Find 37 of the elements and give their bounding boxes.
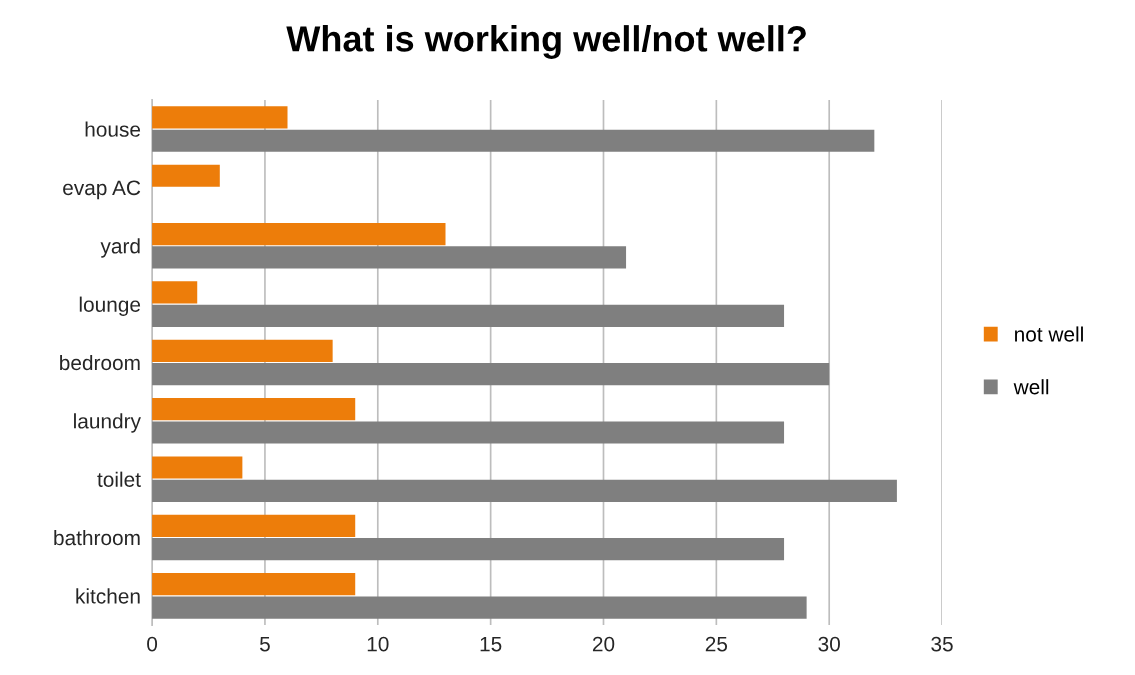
x-tick-label: 30	[818, 636, 840, 652]
bar	[152, 573, 356, 596]
bar	[152, 456, 243, 479]
y-tick-label: laundry	[74, 413, 141, 433]
bar	[152, 164, 220, 187]
x-tick-label: 5	[259, 636, 270, 652]
x-tick-label: 20	[592, 636, 615, 652]
bar	[152, 479, 897, 502]
y-tick-label: toilet	[97, 471, 141, 487]
chart-title: What is working well/not well?	[286, 25, 806, 59]
bar	[152, 363, 830, 386]
x-tick-label: 25	[705, 636, 728, 652]
bar	[152, 304, 785, 327]
bar	[152, 421, 785, 444]
x-tick-label: 10	[367, 636, 389, 652]
bar	[152, 339, 333, 362]
y-tick-label: bedroom	[60, 354, 140, 371]
x-tick-label: 15	[480, 636, 502, 652]
bar	[152, 129, 875, 152]
bar	[152, 106, 288, 129]
bar	[152, 596, 807, 619]
legend-label: not well	[1015, 326, 1083, 342]
y-tick-label: bathroom	[54, 529, 140, 546]
bar	[152, 246, 627, 269]
bar	[152, 514, 356, 537]
bar	[152, 223, 446, 246]
bar	[152, 538, 785, 561]
y-tick-label: lounge	[79, 296, 141, 316]
y-tick-label: house	[85, 121, 141, 137]
y-tick-label: kitchen	[76, 588, 140, 604]
legend-label: well	[1013, 379, 1049, 395]
y-tick-label: yard	[100, 238, 140, 258]
x-tick-label: 35	[931, 636, 953, 652]
x-tick-label: 0	[147, 636, 158, 652]
bar	[152, 281, 198, 304]
y-tick-label: evap AC	[63, 180, 141, 200]
bar	[152, 398, 356, 421]
